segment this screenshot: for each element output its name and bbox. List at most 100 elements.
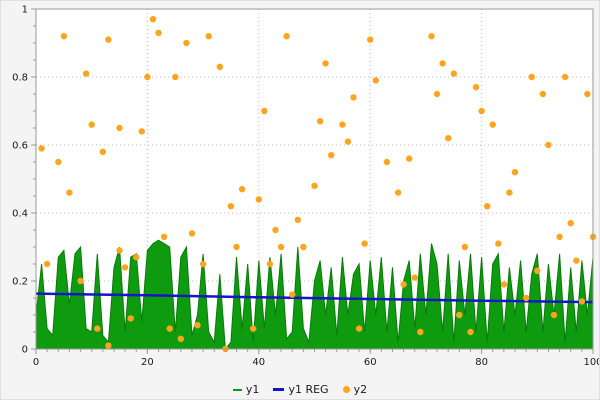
y2-scatter-point [94, 325, 101, 332]
y2-scatter-point [578, 298, 586, 305]
y2-scatter-point [188, 230, 196, 237]
y2-scatter-point [227, 203, 235, 210]
y2-scatter-point [82, 70, 90, 77]
y1-line-marker-icon [232, 388, 242, 391]
y2-scatter-point [216, 63, 223, 70]
y-axis-tick-label: 0.4 [12, 209, 28, 220]
legend-label-y1-reg: y1 REG [288, 383, 329, 396]
y1-reg-line-marker-icon [273, 388, 285, 391]
legend-item-y1-reg: y1 REG [273, 383, 329, 396]
y2-scatter-point [550, 311, 558, 319]
y2-scatter-point [489, 121, 496, 128]
y2-scatter-point [561, 73, 569, 81]
y2-scatter-point [322, 60, 329, 67]
y2-scatter-point [99, 148, 107, 155]
y2-scatter-point [238, 186, 246, 193]
y2-scatter-point [138, 128, 145, 135]
y2-scatter-point [283, 33, 290, 40]
y2-scatter-point [199, 260, 207, 268]
y2-scatter-point [584, 90, 591, 98]
y2-scatter-point [133, 254, 140, 261]
y2-scatter-point [495, 240, 502, 247]
y2-scatter-point [149, 16, 157, 23]
y2-scatter-point [277, 243, 285, 251]
y2-scatter-point [367, 36, 374, 43]
x-axis-tick-label: 20 [141, 357, 154, 368]
y2-scatter-point [528, 73, 535, 81]
y-axis-tick-label: 0.2 [12, 277, 28, 288]
y2-scatter-point [439, 60, 446, 67]
y2-scatter-point [328, 152, 335, 159]
y2-scatter-point [428, 33, 435, 40]
y2-scatter-point [255, 196, 262, 203]
y2-scatter-point [523, 294, 530, 302]
y2-scatter-point [116, 124, 123, 132]
y2-scatter-point [394, 189, 402, 196]
y2-scatter-point [350, 94, 357, 101]
y2-scatter-point [372, 77, 379, 84]
y2-scatter-point [316, 118, 324, 125]
y2-scatter-point [66, 189, 73, 196]
y2-scatter-point [472, 84, 480, 91]
y2-scatter-point [166, 325, 173, 332]
y-axis-tick-label: 0.8 [12, 73, 28, 84]
y2-scatter-point [511, 169, 519, 176]
x-axis-tick-label: 80 [475, 357, 488, 368]
y2-scatter-point [433, 90, 441, 98]
y2-scatter-point [205, 33, 212, 40]
legend-label-y2: y2 [353, 383, 368, 396]
y2-scatter-point [467, 328, 474, 336]
y2-scatter-point [461, 243, 469, 251]
plot-area: 0 20 40 60 80 100 0 0.2 0.4 0.6 0.8 1 [12, 5, 600, 369]
legend-item-y1: y1 [232, 383, 260, 396]
y2-scatter-point [261, 107, 268, 115]
y2-scatter-point [556, 233, 563, 240]
y2-scatter-point [344, 138, 352, 145]
legend-item-y2: y2 [342, 383, 368, 396]
y2-scatter-point [38, 145, 45, 152]
y2-scatter-point [77, 277, 84, 285]
y2-scatter-point [534, 267, 541, 274]
y2-scatter-point [484, 203, 491, 210]
y2-scatter-point [144, 73, 151, 81]
y2-scatter-point [573, 257, 580, 264]
y2-scatter-point [406, 155, 413, 162]
y2-scatter-point [160, 233, 168, 240]
y2-scatter-point [127, 315, 134, 322]
y2-scatter-point [456, 311, 463, 319]
x-axis-tick-label: 0 [33, 357, 39, 368]
y2-scatter-point [445, 135, 452, 142]
x-axis-tick-label: 100 [583, 357, 600, 368]
y2-scatter-point [478, 107, 485, 115]
y1-area-series [35, 239, 594, 351]
y2-scatter-point [539, 90, 547, 98]
y2-scatter-point [311, 182, 318, 189]
y2-scatter-point [383, 158, 391, 166]
y-axis-tick-label: 1 [22, 5, 28, 16]
y2-scatter-point [60, 33, 68, 40]
legend-label-y1: y1 [245, 383, 260, 396]
y2-scatter-point [506, 189, 513, 196]
y2-scatter-point [294, 216, 301, 223]
y-axis-tick-label: 0 [22, 345, 28, 356]
y2-scatter-point [194, 322, 201, 329]
y2-scatter-point [172, 73, 179, 81]
y2-scatter-point [116, 247, 123, 254]
y2-scatter-point [411, 274, 418, 281]
y2-scatter-point [339, 121, 346, 128]
chart-legend: y1 y1 REG y2 [1, 383, 599, 396]
y2-scatter-point [233, 243, 240, 251]
y2-scatter-point [400, 281, 407, 288]
y2-scatter-point [567, 220, 574, 227]
y2-scatter-point [417, 328, 424, 336]
y-axis-tick-label: 0.6 [12, 141, 28, 152]
y2-scatter-point [545, 141, 552, 149]
y2-scatter-point [450, 70, 457, 77]
y2-scatter-point [88, 121, 95, 128]
y2-scatter-point [250, 325, 257, 332]
y2-scatter-point [105, 36, 112, 43]
y2-scatter-point [289, 291, 296, 298]
x-axis-tick-label: 60 [364, 357, 377, 368]
y2-scatter-point [355, 325, 363, 332]
y2-scatter-point [105, 342, 112, 349]
